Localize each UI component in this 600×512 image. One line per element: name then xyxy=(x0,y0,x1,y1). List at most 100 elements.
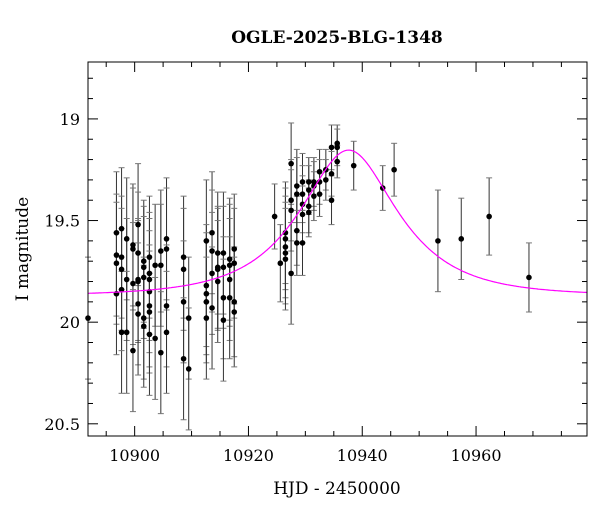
data-point xyxy=(328,197,335,204)
y-axis-label: I magnitude xyxy=(13,197,33,301)
y-tick-label: 19 xyxy=(60,110,80,129)
data-point xyxy=(209,305,215,311)
data-point xyxy=(288,197,294,204)
data-point xyxy=(140,258,147,264)
data-point xyxy=(135,221,141,228)
data-point xyxy=(294,191,300,197)
data-point xyxy=(113,252,120,258)
data-point xyxy=(163,303,170,309)
x-tick-label: 10960 xyxy=(451,446,502,465)
data-point xyxy=(282,244,289,250)
data-point xyxy=(435,238,441,244)
data-point xyxy=(146,309,153,315)
data-point xyxy=(220,250,227,256)
data-point xyxy=(130,347,136,354)
data-point xyxy=(334,158,341,165)
data-point xyxy=(203,290,210,297)
tick-labels: 10900 10920 10940 10960 19 19.5 20 20.5 xyxy=(44,110,501,465)
data-point xyxy=(299,201,306,208)
data-point xyxy=(203,282,210,289)
data-point xyxy=(152,335,158,342)
data-point xyxy=(113,260,120,267)
data-point xyxy=(146,331,153,338)
data-point xyxy=(231,260,238,267)
data-point xyxy=(458,236,465,242)
data-point xyxy=(231,299,238,305)
x-tick-label: 10900 xyxy=(109,446,160,465)
plot-frame xyxy=(87,61,588,437)
data-point xyxy=(220,264,227,271)
data-point xyxy=(118,329,125,336)
data-point xyxy=(294,240,300,246)
data-point xyxy=(203,315,210,321)
data-point xyxy=(311,183,317,189)
data-point xyxy=(526,274,532,281)
data-point xyxy=(305,187,312,193)
data-point xyxy=(214,266,221,273)
data-point xyxy=(214,278,221,285)
data-point xyxy=(146,254,153,260)
data-point xyxy=(130,246,136,252)
data-point xyxy=(123,329,130,336)
data-point xyxy=(323,177,329,183)
data-point xyxy=(486,213,492,220)
data-point xyxy=(328,144,335,151)
data-point xyxy=(180,355,187,362)
data-point xyxy=(118,286,125,293)
data-point xyxy=(226,262,233,269)
data-point xyxy=(135,311,141,317)
data-point xyxy=(316,191,323,197)
data-point xyxy=(311,179,317,185)
data-point xyxy=(299,211,306,218)
data-point xyxy=(180,254,187,260)
data-point xyxy=(305,203,312,210)
data-point xyxy=(140,264,147,271)
data-point xyxy=(135,278,141,285)
data-point xyxy=(288,160,294,167)
data-point xyxy=(334,140,341,147)
data-point xyxy=(185,315,192,321)
data-point xyxy=(118,266,125,273)
data-point xyxy=(118,254,125,260)
data-point xyxy=(305,209,312,216)
data-point xyxy=(311,193,317,199)
data-point xyxy=(288,207,294,214)
data-point xyxy=(226,294,233,301)
data-point xyxy=(209,248,215,254)
data-point xyxy=(140,274,147,281)
data-point xyxy=(209,270,215,277)
chart-title: OGLE-2025-BLG-1348 xyxy=(231,28,443,48)
data-point xyxy=(294,227,300,234)
data-point xyxy=(271,213,278,220)
data-point xyxy=(130,280,136,287)
data-point xyxy=(180,299,187,305)
axis-ticks xyxy=(88,62,587,436)
data-point xyxy=(163,246,170,252)
data-point xyxy=(146,270,153,277)
data-point xyxy=(180,266,187,273)
data-point xyxy=(288,270,294,277)
data-point xyxy=(203,238,210,244)
data-point xyxy=(305,179,312,185)
y-tick-label: 20 xyxy=(60,313,80,332)
data-point xyxy=(350,162,357,169)
data-point xyxy=(135,301,141,307)
data-point xyxy=(220,294,227,301)
x-tick-label: 10940 xyxy=(337,446,388,465)
data-point xyxy=(185,366,192,372)
data-point xyxy=(231,246,238,252)
data-point xyxy=(282,250,289,256)
data-point xyxy=(391,166,397,173)
y-tick-label: 20.5 xyxy=(44,415,80,434)
data-point xyxy=(214,250,221,256)
data-point xyxy=(328,170,335,177)
data-point xyxy=(158,262,164,269)
data-point xyxy=(226,256,233,262)
data-point xyxy=(316,168,323,175)
data-point xyxy=(282,236,289,242)
data-point xyxy=(203,299,210,305)
error-bars xyxy=(85,122,532,431)
data-point xyxy=(130,242,136,248)
data-point xyxy=(231,309,238,315)
data-point xyxy=(163,236,170,242)
